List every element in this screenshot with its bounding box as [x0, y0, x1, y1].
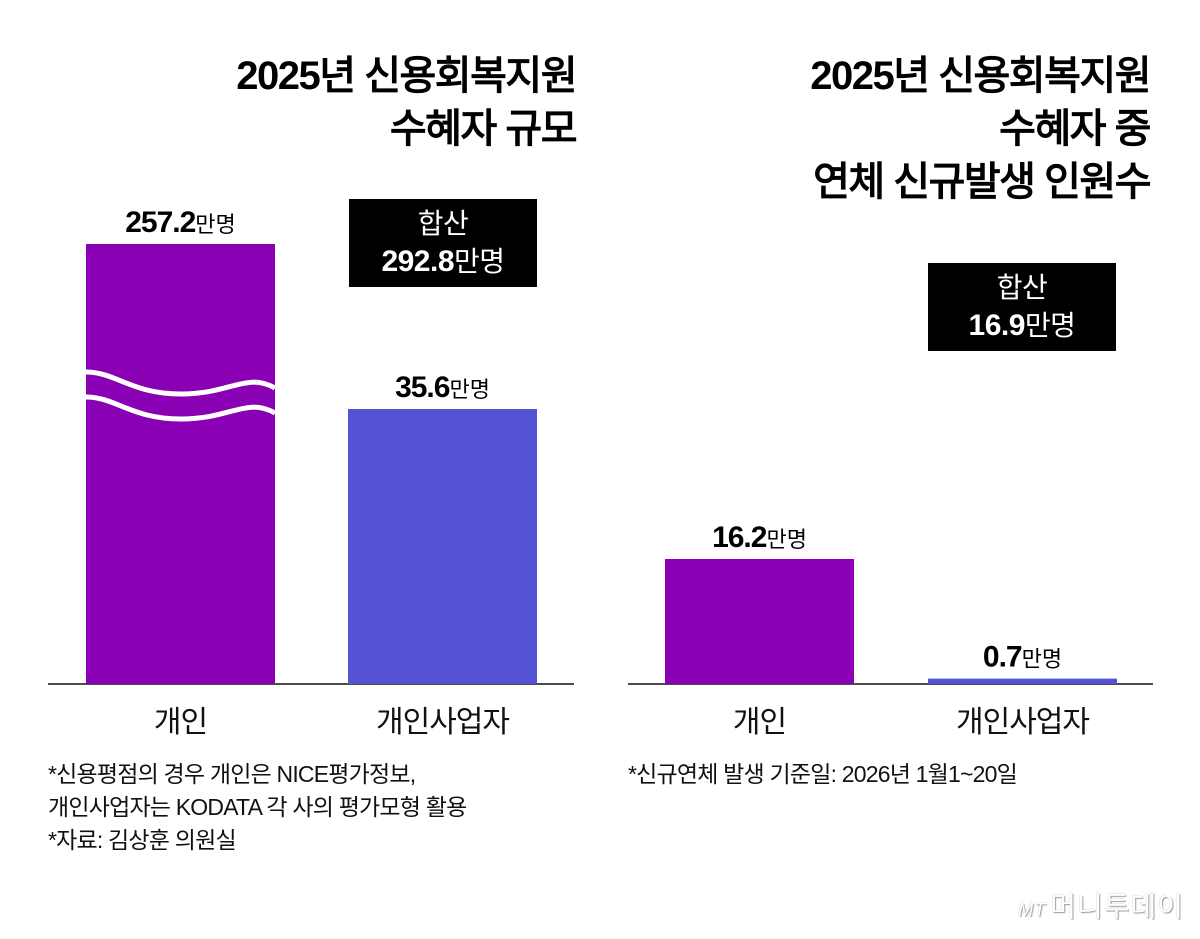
bar-0-0 — [86, 244, 275, 684]
data-label-number: 35.6 — [395, 371, 450, 404]
data-label-0-0: 257.2만명 — [125, 206, 236, 239]
data-label-unit: 만명 — [766, 527, 806, 552]
category-label-0-1: 개인사업자 — [376, 706, 509, 739]
right-total-label: 합산 — [996, 272, 1048, 303]
axis-break-wave-0 — [85, 369, 277, 397]
data-label-number: 0.7 — [983, 641, 1022, 674]
bar-1-0 — [665, 559, 854, 684]
category-label-1-1: 개인사업자 — [956, 706, 1089, 739]
right-total-value: 16.9만명 — [928, 307, 1116, 345]
right-chart-title: 2025년 신용회복지원 수혜자 중 연체 신규발생 인원수 — [810, 50, 1151, 209]
right-note-line-1: *신규연체 발생 기준일: 2026년 1월1~20일 — [628, 761, 1018, 787]
right-total-number: 16.9 — [968, 309, 1026, 342]
left-chart-title: 2025년 신용회복지원 수혜자 규모 — [236, 50, 578, 156]
right-title-line-3: 연체 신규발생 인원수 — [813, 160, 1151, 204]
logo-mark: MT — [1018, 900, 1047, 920]
right-total-badge: 합산 16.9만명 — [928, 263, 1116, 351]
data-label-0-1: 35.6만명 — [395, 371, 490, 404]
right-title-line-1: 2025년 신용회복지원 — [810, 54, 1151, 98]
logo-name: 머니투데이 — [1050, 891, 1184, 922]
left-note-line-3: *자료: 김상훈 의원실 — [48, 827, 237, 853]
left-total-number: 292.8 — [381, 245, 455, 278]
data-label-unit: 만명 — [1022, 647, 1062, 672]
bar-1-1 — [928, 678, 1117, 684]
left-total-value: 292.8만명 — [349, 243, 537, 281]
data-label-1-1: 0.7만명 — [983, 641, 1062, 674]
left-total-unit: 만명 — [454, 246, 505, 277]
right-title-line-2: 수혜자 중 — [999, 107, 1151, 151]
data-label-number: 16.2 — [712, 521, 767, 554]
data-label-number: 257.2 — [125, 206, 195, 239]
right-chart-notes: *신규연체 발생 기준일: 2026년 1월1~20일 — [628, 758, 1018, 791]
bar-0-1 — [348, 409, 537, 684]
left-note-line-1: *신용평점의 경우 개인은 NICE평가정보, — [48, 761, 416, 787]
left-title-line-1: 2025년 신용회복지원 — [236, 54, 577, 98]
publisher-logo: MT 머니투데이 — [1018, 885, 1184, 925]
left-note-line-2: 개인사업자는 KODATA 각 사의 평가모형 활용 — [48, 794, 467, 820]
right-total-unit: 만명 — [1024, 310, 1076, 341]
axis-break-wave-1 — [85, 394, 277, 422]
data-label-unit: 만명 — [449, 377, 489, 402]
category-label-1-0: 개인 — [733, 706, 786, 739]
left-chart-notes: *신용평점의 경우 개인은 NICE평가정보, 개인사업자는 KODATA 각 … — [48, 758, 467, 857]
category-label-0-0: 개인 — [154, 706, 207, 739]
left-total-label: 합산 — [417, 208, 469, 239]
left-title-line-2: 수혜자 규모 — [389, 107, 578, 151]
data-label-1-0: 16.2만명 — [712, 521, 807, 554]
data-label-unit: 만명 — [195, 212, 235, 237]
left-total-badge: 합산 292.8만명 — [349, 199, 537, 287]
